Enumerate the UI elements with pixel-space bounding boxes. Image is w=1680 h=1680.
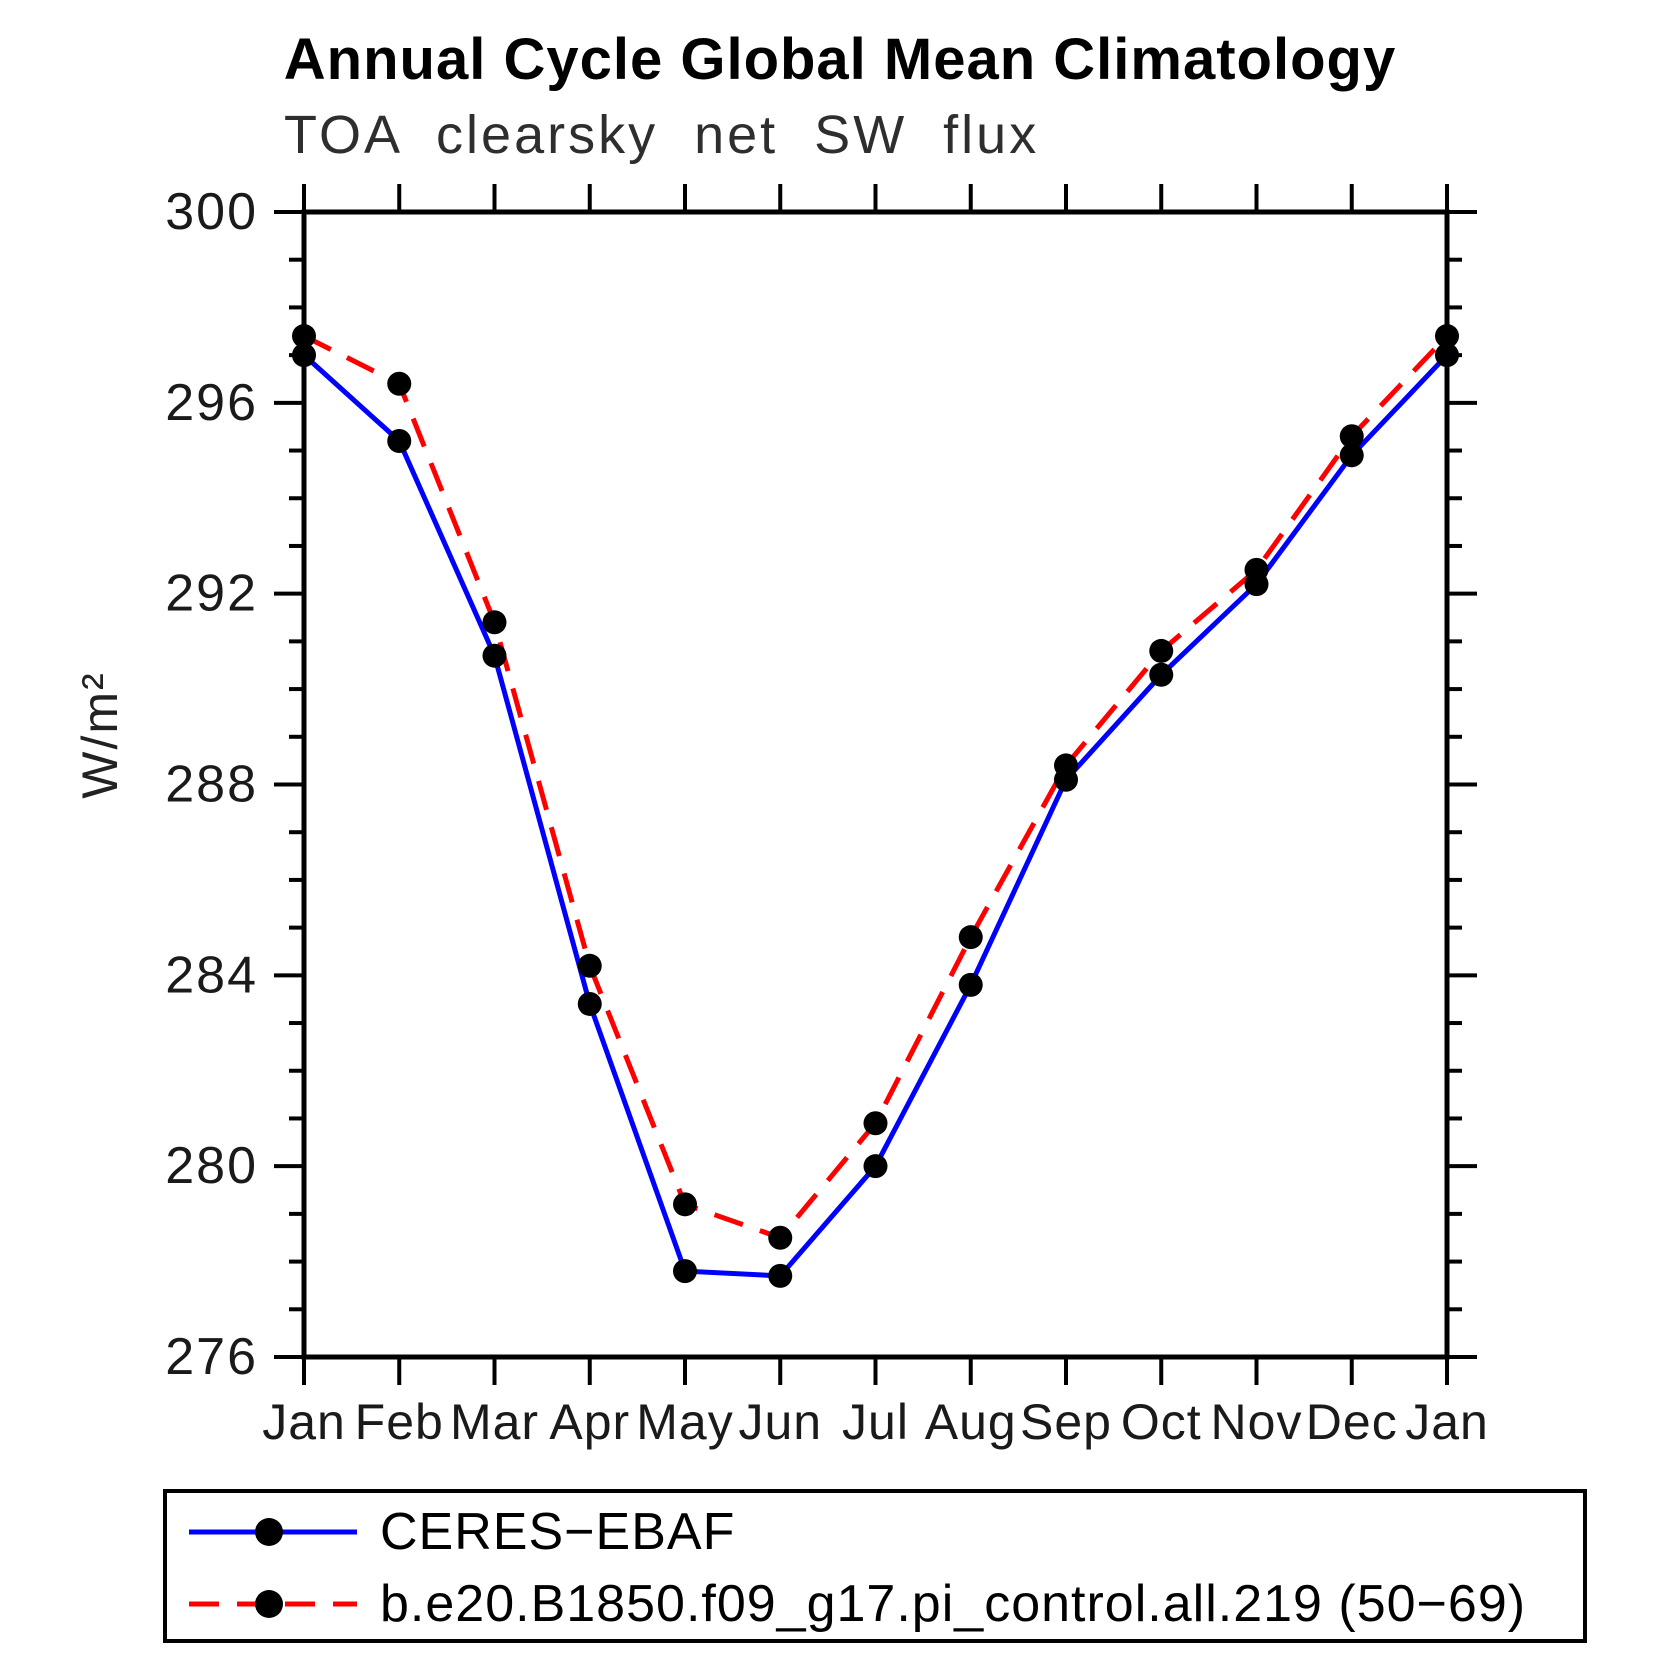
x-tick-label: Feb [355,1394,444,1450]
data-point [577,991,602,1016]
y-tick-label: 296 [165,374,258,432]
data-point [1435,343,1459,368]
legend-marker-solid-line [189,1518,357,1546]
data-point [1339,424,1364,449]
x-tick-label: Dec [1306,1394,1398,1450]
legend-marker-dashed-line [189,1590,357,1618]
data-point [768,1225,793,1250]
data-point [577,953,602,978]
data-point [1339,443,1364,468]
data-point [292,343,316,368]
data-point [1149,662,1174,687]
y-tick-label: 276 [165,1328,258,1386]
x-tick-label: Sep [1020,1394,1112,1450]
data-point [482,643,507,668]
y-tick-label: 300 [165,183,258,241]
x-tick-label: Jan [262,1394,346,1450]
legend-label: b.e20.B1850.f09_g17.pi_control.all.219 (… [380,1575,1527,1633]
data-point [387,429,412,453]
data-point [1244,557,1269,582]
y-tick-label: 284 [165,946,258,1004]
chart-subtitle: TOA clearsky net SW flux [284,105,1040,165]
chart-title: Annual Cycle Global Mean Climatology [283,27,1397,92]
x-tick-label: Jun [738,1394,822,1450]
data-point [673,1192,697,1217]
x-tick-label: Oct [1121,1394,1202,1450]
data-point [1435,324,1459,349]
x-tick-label: Aug [925,1394,1017,1450]
x-tick-label: Jul [842,1394,909,1450]
x-tick-label: May [636,1394,733,1450]
legend-item-ceres: CERES−EBAF [181,1497,735,1567]
axis-box [301,209,1450,1360]
data-point [958,925,983,950]
y-tick-label: 292 [165,565,258,623]
data-point [1149,638,1174,663]
data-point [292,324,316,349]
data-point [768,1263,793,1288]
data-point [1054,753,1078,778]
x-tick-label: Apr [549,1394,630,1450]
series-line-0 [302,353,1449,1279]
x-tick-label: Mar [450,1394,539,1450]
series-line-1 [302,333,1449,1241]
data-point [863,1154,888,1179]
x-tick-label: Jan [1405,1394,1489,1450]
data-point [958,972,983,997]
x-tick-label: Nov [1211,1394,1303,1450]
data-point [673,1259,697,1284]
data-point [387,371,412,396]
legend: CERES−EBAF b.e20.B1850.f09_g17.pi_contro… [163,1489,1587,1643]
legend-item-model: b.e20.B1850.f09_g17.pi_control.all.219 (… [181,1569,1526,1639]
y-tick-label: 280 [165,1137,258,1195]
data-point [482,610,507,635]
y-tick-label: 288 [165,756,258,814]
legend-label: CERES−EBAF [380,1503,736,1561]
data-point [863,1111,888,1136]
